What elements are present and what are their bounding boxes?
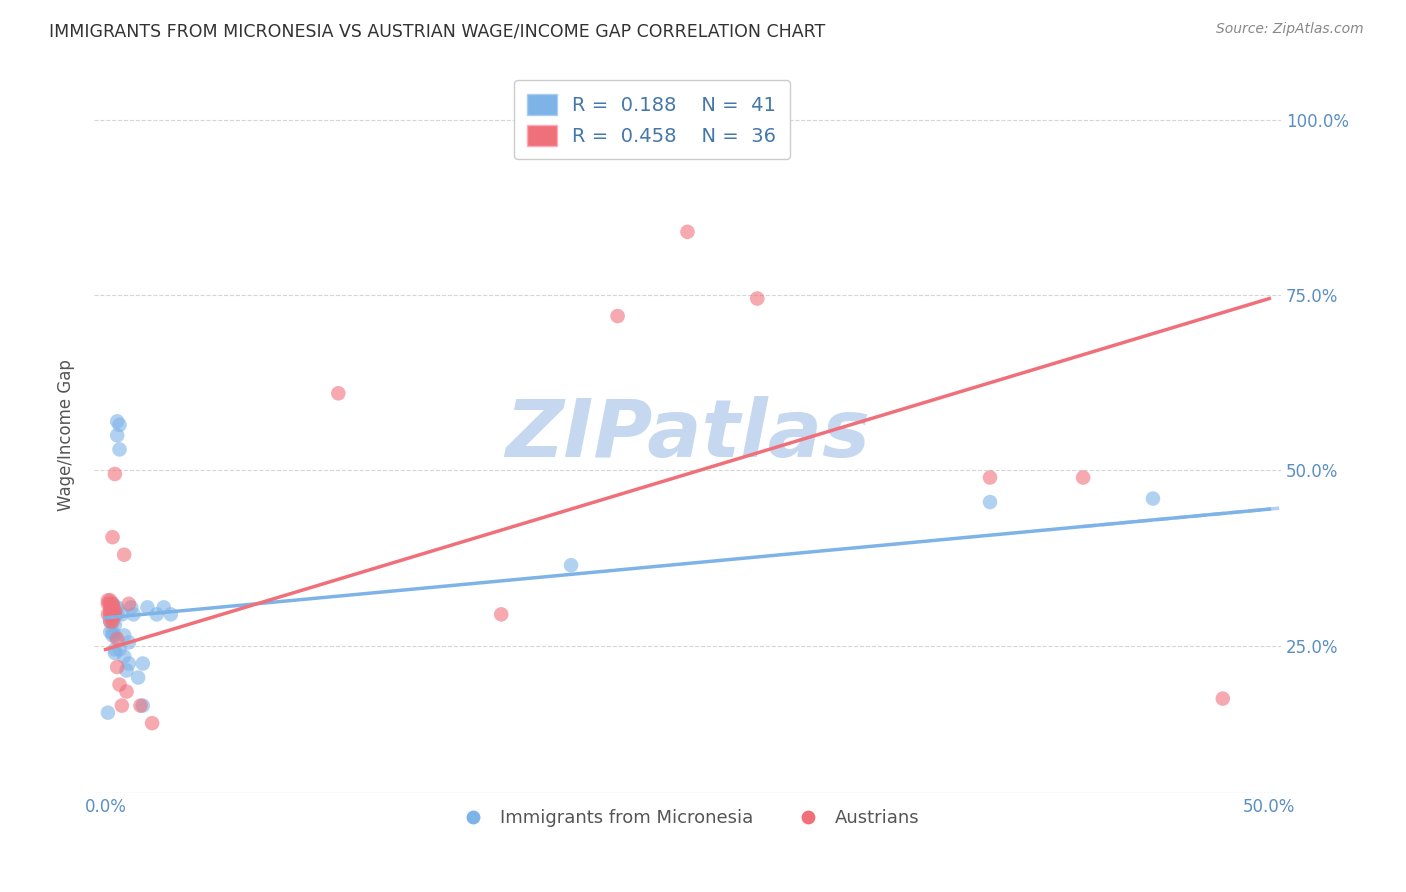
Point	[676, 225, 699, 239]
Point	[105, 607, 128, 622]
Point	[979, 470, 1001, 484]
Point	[98, 615, 121, 629]
Point	[111, 698, 134, 713]
Point	[101, 628, 124, 642]
Point	[112, 649, 135, 664]
Point	[101, 607, 124, 622]
Point	[101, 611, 124, 625]
Point	[118, 635, 141, 649]
Point	[112, 548, 135, 562]
Point	[491, 607, 513, 622]
Point	[1212, 691, 1234, 706]
Point	[98, 600, 121, 615]
Point	[118, 597, 141, 611]
Point	[136, 600, 159, 615]
Point	[98, 607, 121, 622]
Point	[105, 428, 128, 442]
Point	[127, 671, 149, 685]
Point	[98, 624, 121, 639]
Point	[104, 618, 127, 632]
Point	[101, 597, 124, 611]
Point	[111, 607, 134, 622]
Point	[146, 607, 169, 622]
Point	[101, 604, 124, 618]
Point	[115, 684, 138, 698]
Point	[328, 386, 350, 401]
Point	[104, 646, 127, 660]
Point	[104, 607, 127, 622]
Point	[105, 660, 128, 674]
Point	[105, 414, 128, 428]
Point	[132, 698, 155, 713]
Point	[104, 607, 127, 622]
Point	[132, 657, 155, 671]
Point	[105, 600, 128, 615]
Point	[129, 698, 152, 713]
Point	[606, 309, 628, 323]
Point	[112, 628, 135, 642]
Point	[101, 615, 124, 629]
Point	[104, 642, 127, 657]
Point	[108, 677, 131, 691]
Text: IMMIGRANTS FROM MICRONESIA VS AUSTRIAN WAGE/INCOME GAP CORRELATION CHART: IMMIGRANTS FROM MICRONESIA VS AUSTRIAN W…	[49, 22, 825, 40]
Point	[98, 593, 121, 607]
Point	[152, 600, 174, 615]
Point	[108, 417, 131, 432]
Point	[115, 664, 138, 678]
Point	[101, 600, 124, 615]
Point	[141, 716, 163, 731]
Point	[104, 628, 127, 642]
Point	[105, 632, 128, 646]
Point	[560, 558, 582, 573]
Point	[97, 593, 120, 607]
Point	[122, 607, 145, 622]
Point	[98, 615, 121, 629]
Point	[97, 597, 120, 611]
Point	[101, 607, 124, 622]
Point	[979, 495, 1001, 509]
Point	[101, 597, 124, 611]
Point	[118, 657, 141, 671]
Point	[1071, 470, 1094, 484]
Point	[104, 604, 127, 618]
Point	[104, 467, 127, 481]
Legend: Immigrants from Micronesia, Austrians: Immigrants from Micronesia, Austrians	[449, 802, 927, 834]
Point	[159, 607, 181, 622]
Point	[747, 292, 769, 306]
Point	[104, 600, 127, 615]
Text: Source: ZipAtlas.com: Source: ZipAtlas.com	[1216, 22, 1364, 37]
Point	[101, 615, 124, 629]
Point	[101, 600, 124, 615]
Point	[101, 530, 124, 544]
Point	[120, 600, 142, 615]
Point	[98, 604, 121, 618]
Point	[101, 624, 124, 639]
Y-axis label: Wage/Income Gap: Wage/Income Gap	[58, 359, 75, 511]
Point	[97, 706, 120, 720]
Point	[98, 597, 121, 611]
Text: ZIPatlas: ZIPatlas	[505, 396, 870, 475]
Point	[97, 607, 120, 622]
Point	[108, 642, 131, 657]
Point	[98, 607, 121, 622]
Point	[1142, 491, 1164, 506]
Point	[108, 442, 131, 457]
